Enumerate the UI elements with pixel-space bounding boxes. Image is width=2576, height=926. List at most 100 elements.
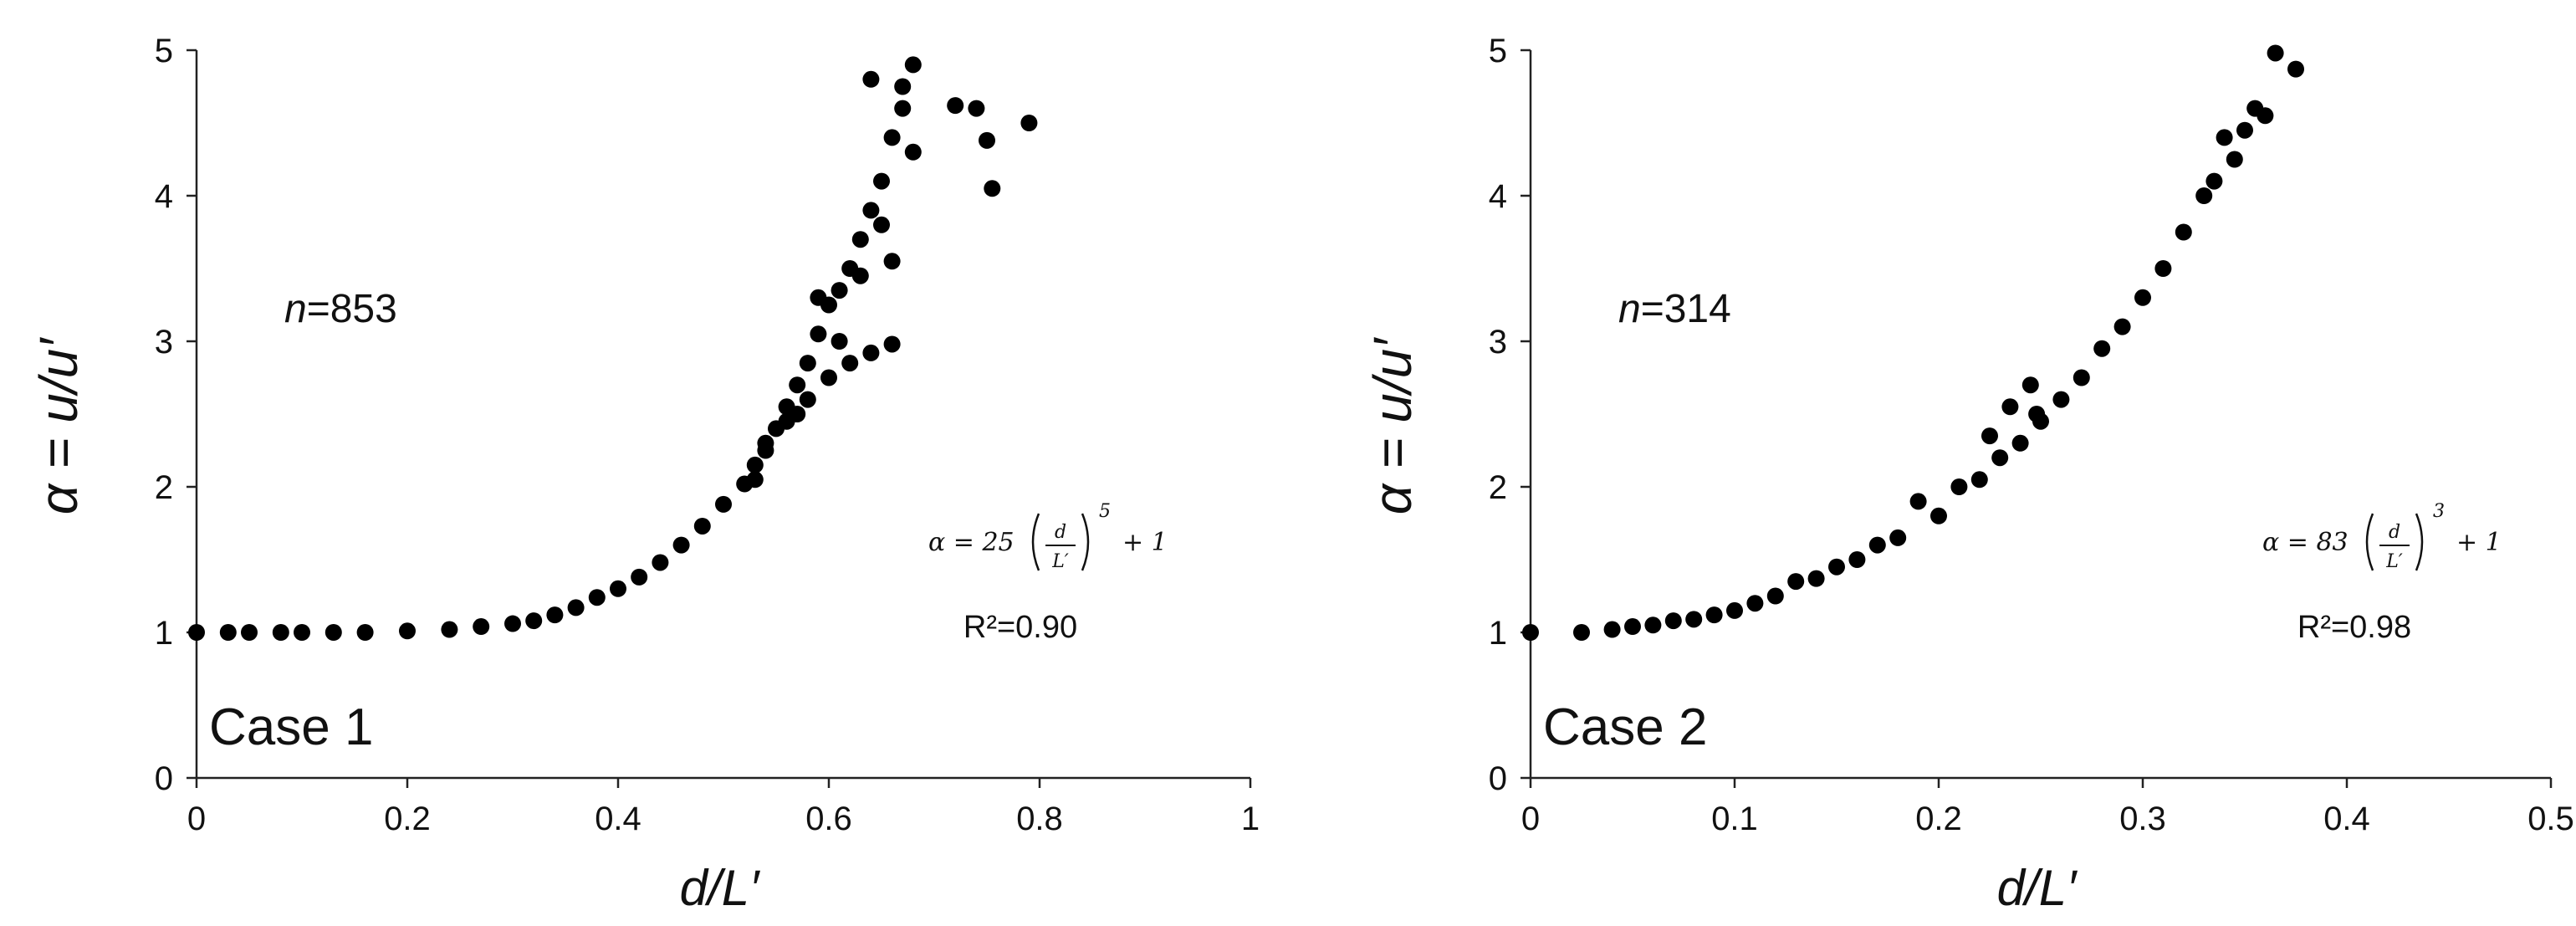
x-tick-label: 0.4 xyxy=(2323,801,2370,837)
equation-numerator: d xyxy=(1055,522,1066,543)
data-point xyxy=(546,606,564,624)
data-point xyxy=(672,536,690,554)
y-axis-label: α = u/u′ xyxy=(28,337,89,514)
equation-paren-left xyxy=(2365,513,2374,571)
equation-denominator: L′ xyxy=(2385,551,2403,572)
data-point xyxy=(631,568,648,586)
data-point xyxy=(525,612,543,630)
x-tick-label: 0.3 xyxy=(2119,801,2166,837)
chart-panel-1: 0 1 2 3 4 5 0 0.2 0.4 0.6 0.8 1 d/L′ α = u/u′ n=853 Cas… xyxy=(28,33,1260,916)
data-point xyxy=(2236,121,2253,139)
x-tick-label: 0.2 xyxy=(1915,801,1962,837)
n-label-italic: n xyxy=(284,287,307,331)
equation-suffix: + 1 xyxy=(1122,528,1168,557)
data-point xyxy=(799,391,816,408)
data-point xyxy=(2205,172,2223,190)
y-tick-label: 4 xyxy=(155,178,173,215)
data-point xyxy=(715,495,732,513)
data-point xyxy=(789,376,806,394)
fit-equation: α = 83 d L′ 3 + 1 xyxy=(2262,501,2502,572)
y-tick-label: 3 xyxy=(155,324,173,361)
data-point xyxy=(746,456,764,473)
x-tick-label: 0 xyxy=(1521,801,1540,837)
data-point xyxy=(789,406,806,422)
data-point xyxy=(1909,493,1927,510)
data-point xyxy=(652,554,669,571)
data-point xyxy=(894,100,912,117)
data-point xyxy=(2154,260,2172,277)
y-tick-label: 0 xyxy=(1489,760,1507,797)
data-point xyxy=(1726,601,1743,619)
data-point xyxy=(757,434,774,452)
data-point xyxy=(2021,376,2039,394)
x-axis-label: d/L′ xyxy=(680,860,760,916)
data-point xyxy=(883,335,901,353)
equation-exponent: 5 xyxy=(1099,501,1111,522)
y-tick-label: 3 xyxy=(1489,324,1507,361)
data-point xyxy=(883,253,901,270)
data-point xyxy=(1991,449,2009,467)
data-point xyxy=(693,517,711,535)
equation-numerator: d xyxy=(2389,522,2400,543)
data-point xyxy=(810,325,827,343)
data-point xyxy=(862,202,880,219)
x-tick-label: 0.2 xyxy=(384,801,431,837)
chart-panel-2: 0 1 2 3 4 5 0 0.1 0.2 0.3 0.4 0.5 d/L′ α = u/u′ n=314 C… xyxy=(1362,33,2574,916)
data-point xyxy=(1868,536,1886,554)
r2-label: R²=0.98 xyxy=(2297,610,2411,645)
data-point xyxy=(968,100,985,117)
data-point xyxy=(2113,318,2131,335)
data-point xyxy=(1664,612,1682,630)
data-point xyxy=(862,70,880,88)
n-label: n=314 xyxy=(1618,287,1731,331)
y-tick-label: 1 xyxy=(155,615,173,652)
data-point xyxy=(947,97,964,115)
y-axis-label: α = u/u′ xyxy=(1362,337,1423,514)
data-point xyxy=(2032,412,2049,430)
equation-paren-right xyxy=(2415,513,2424,571)
y-tick-label: 5 xyxy=(1489,33,1507,69)
case-label: Case 2 xyxy=(1543,698,1707,756)
data-point xyxy=(810,289,827,306)
fit-equation: α = 25 d L′ 5 + 1 xyxy=(928,501,1168,572)
equation-suffix: + 1 xyxy=(2456,528,2502,557)
data-point xyxy=(241,624,258,641)
data-point xyxy=(588,589,606,606)
n-label: n=853 xyxy=(284,287,397,331)
data-point xyxy=(2073,369,2090,386)
data-point xyxy=(1981,427,1998,445)
data-point xyxy=(1848,551,1866,568)
data-point xyxy=(356,624,374,641)
y-tick-label: 2 xyxy=(1489,469,1507,506)
data-point xyxy=(1930,507,1947,524)
data-point xyxy=(851,231,869,248)
data-point xyxy=(1970,471,1988,489)
x-tick-label: 0.1 xyxy=(1711,801,1758,837)
data-point xyxy=(841,355,859,372)
data-point xyxy=(1020,115,1038,131)
data-point xyxy=(1889,529,1907,546)
data-point xyxy=(2226,151,2243,168)
data-point xyxy=(1950,478,1968,495)
data-point xyxy=(904,143,922,161)
data-point xyxy=(473,618,490,636)
data-point xyxy=(1685,611,1703,628)
data-point xyxy=(1787,573,1805,591)
data-point xyxy=(831,282,848,299)
equation-denominator: L′ xyxy=(1051,551,1069,572)
case-label: Case 1 xyxy=(209,698,373,756)
x-axis-label: d/L′ xyxy=(1997,860,2078,916)
data-point xyxy=(851,267,869,284)
data-point xyxy=(441,621,458,638)
data-point xyxy=(219,624,237,641)
data-point xyxy=(1644,616,1662,634)
data-point xyxy=(2287,60,2304,78)
x-tick-label: 0.5 xyxy=(2527,801,2574,837)
data-point xyxy=(1746,595,1764,612)
data-point xyxy=(2195,187,2213,204)
data-point xyxy=(904,56,922,74)
r2-label: R²=0.90 xyxy=(963,610,1077,645)
y-tick-label: 2 xyxy=(155,469,173,506)
y-tick-label: 5 xyxy=(155,33,173,69)
